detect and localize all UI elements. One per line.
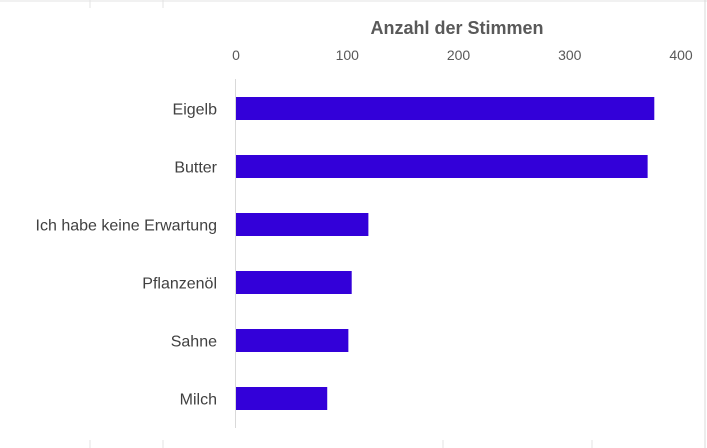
x-axis-ticks: 0 100 200 300 400	[232, 47, 693, 63]
bar	[236, 97, 655, 120]
category-label: Eigelb	[173, 102, 218, 119]
category-label: Milch	[180, 392, 217, 409]
bar	[236, 155, 648, 178]
x-axis-title: Anzahl der Stimmen	[370, 18, 543, 38]
bar-series	[236, 97, 655, 410]
category-label: Sahne	[171, 334, 217, 351]
bar	[236, 329, 349, 352]
x-tick-label: 100	[336, 47, 360, 63]
category-label: Ich habe keine Erwartung	[36, 218, 217, 235]
category-labels: Eigelb Butter Ich habe keine Erwartung Pfla…	[36, 102, 218, 409]
x-tick-label: 400	[669, 47, 693, 63]
bar	[236, 271, 352, 294]
bar	[236, 387, 328, 410]
category-label: Pflanzenöl	[142, 276, 217, 293]
category-label: Butter	[174, 160, 217, 177]
x-tick-label: 200	[447, 47, 471, 63]
x-tick-label: 300	[558, 47, 582, 63]
bar	[236, 213, 369, 236]
x-tick-label: 0	[232, 47, 240, 63]
